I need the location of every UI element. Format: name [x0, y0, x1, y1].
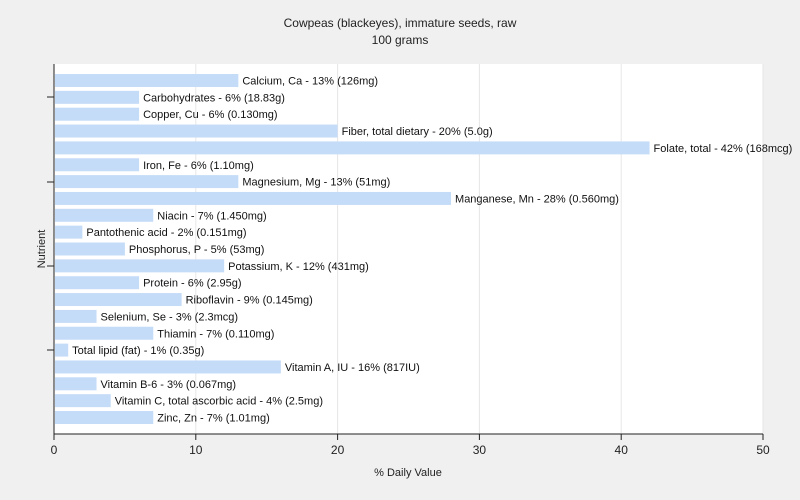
bar [55, 90, 140, 104]
bar-label: Total lipid (fat) - 1% (0.35g) [72, 345, 204, 357]
bar-label: Potassium, K - 12% (431mg) [228, 261, 369, 273]
bar-label: Folate, total - 42% (168mcg) [654, 143, 793, 155]
bar-label: Phosphorus, P - 5% (53mg) [129, 244, 265, 256]
bar [55, 394, 111, 408]
bar [55, 293, 182, 307]
bar-label: Vitamin B-6 - 3% (0.067mg) [101, 379, 237, 391]
x-tick-label: 40 [615, 443, 629, 457]
bar-label: Carbohydrates - 6% (18.83g) [143, 92, 285, 104]
bar [55, 309, 97, 323]
bar [55, 225, 83, 239]
bar [55, 124, 338, 138]
chart-subtitle: 100 grams [372, 33, 429, 47]
bar [55, 343, 69, 357]
bar-label: Vitamin A, IU - 16% (817IU) [285, 362, 420, 374]
bar-label: Zinc, Zn - 7% (1.01mg) [157, 413, 269, 425]
bar [55, 141, 650, 155]
x-tick-label: 20 [331, 443, 345, 457]
bar-label: Copper, Cu - 6% (0.130mg) [143, 109, 278, 121]
bar-label: Manganese, Mn - 28% (0.560mg) [455, 193, 619, 205]
bar [55, 326, 154, 340]
bar [55, 377, 97, 391]
bar-label: Fiber, total dietary - 20% (5.0g) [342, 126, 493, 138]
bar-label: Magnesium, Mg - 13% (51mg) [242, 177, 390, 189]
bar-label: Pantothenic acid - 2% (0.151mg) [86, 227, 246, 239]
bar-label: Selenium, Se - 3% (2.3mcg) [101, 311, 239, 323]
bar [55, 276, 140, 290]
bar [55, 208, 154, 222]
bar [55, 158, 140, 172]
bar-labels-group: Calcium, Ca - 13% (126mg) Carbohydrates -… [72, 76, 792, 425]
bar [55, 175, 239, 189]
x-tick-label: 10 [189, 443, 203, 457]
bar [55, 107, 140, 121]
bar [55, 74, 239, 87]
axes-group [47, 64, 763, 435]
bar [55, 360, 281, 374]
bars-group [55, 74, 650, 424]
bar-label: Protein - 6% (2.95g) [143, 278, 241, 290]
bar [55, 191, 452, 205]
bar-label: Niacin - 7% (1.450mg) [157, 210, 266, 222]
chart-title: Cowpeas (blackeyes), immature seeds, raw [284, 16, 517, 30]
bar-label: Riboflavin - 9% (0.145mg) [186, 295, 313, 307]
bar [55, 411, 154, 424]
bar-label: Iron, Fe - 6% (1.10mg) [143, 160, 254, 172]
x-tick-label: 50 [756, 443, 770, 457]
bar-label: Thiamin - 7% (0.110mg) [157, 328, 274, 340]
bar [55, 259, 225, 273]
x-axis-label: % Daily Value [374, 467, 442, 479]
bar-label: Vitamin C, total ascorbic acid - 4% (2.5… [115, 396, 323, 408]
x-tick-group: 0 10 20 30 40 50 [51, 434, 770, 457]
bar [55, 242, 125, 256]
x-tick-label: 30 [473, 443, 487, 457]
x-tick-label: 0 [51, 443, 58, 457]
bar-label: Calcium, Ca - 13% (126mg) [242, 76, 378, 88]
y-axis-label: Nutrient [36, 230, 48, 269]
